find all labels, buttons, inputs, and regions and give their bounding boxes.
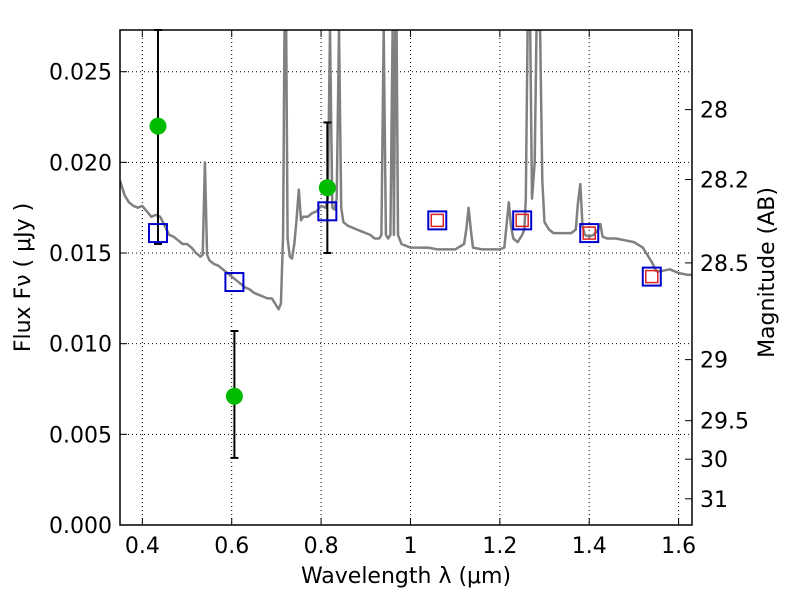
x-tick-label: 1.2 [482, 534, 517, 559]
y2-axis-label: Magnitude (AB) [755, 187, 780, 358]
y-tick-label: 0.000 [49, 514, 112, 539]
x-tick-label: 0.6 [214, 534, 249, 559]
ticks-layer: 0.4 0.6 0.8 1 1.2 1.4 1.6 0.000 0.005 0.010 0.015 0… [49, 30, 749, 559]
model-square-blue [317, 201, 338, 222]
x-tick-label: 0.8 [304, 534, 339, 559]
model-square-blue [224, 272, 245, 293]
mag-tick-label: 28.2 [700, 168, 749, 193]
mag-tick-label: 29 [700, 349, 728, 374]
mag-tick-label: 30 [700, 448, 728, 473]
x-tick-label: 1.6 [661, 534, 696, 559]
plot-frame [119, 29, 693, 526]
model-square-red [515, 213, 529, 228]
x-tick-label: 1.4 [572, 534, 607, 559]
y-tick-label: 0.015 [49, 242, 112, 267]
grid [120, 30, 692, 526]
mag-tick-label: 28.5 [700, 252, 749, 277]
model-square-blue [641, 266, 662, 287]
mag-tick-label: 28 [700, 99, 728, 124]
x-tick-label: 0.4 [125, 534, 160, 559]
model-square-blue [579, 223, 600, 244]
x-axis-label: Wavelength λ (μm) [301, 564, 511, 589]
model-square-blue [147, 223, 168, 244]
observed-point [149, 117, 167, 135]
y-tick-label: 0.020 [49, 151, 112, 176]
observed-point [225, 387, 243, 405]
mag-tick-label: 29.5 [700, 410, 749, 435]
y-tick-label: 0.005 [49, 423, 112, 448]
mag-tick-label: 31 [700, 488, 728, 513]
observed-point [318, 179, 336, 197]
spectrum-layer [120, 30, 692, 311]
y-tick-label: 0.010 [49, 333, 112, 358]
model-square-red [582, 226, 596, 240]
y-tick-label: 0.025 [49, 61, 112, 86]
model-square-blue [512, 210, 533, 231]
markers-layer [147, 29, 662, 459]
model-square-red [645, 269, 659, 284]
model-square-red [430, 213, 445, 228]
y-axis-label: Flux Fν ( μJy ) [11, 203, 36, 352]
x-tick-label: 1 [403, 534, 417, 559]
model-square-blue [427, 210, 448, 231]
sed-spectrum-line [120, 30, 692, 311]
